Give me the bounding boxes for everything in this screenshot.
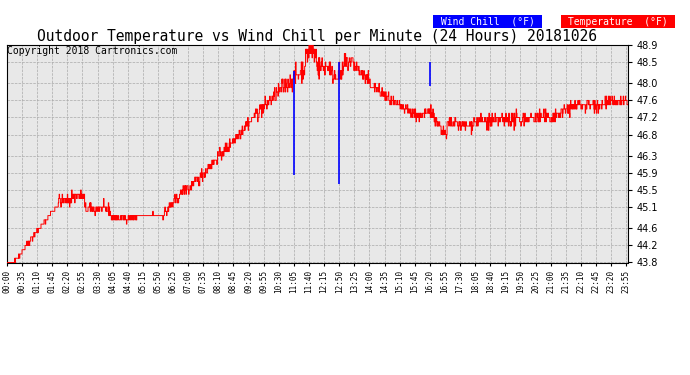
- Text: Temperature  (°F): Temperature (°F): [562, 17, 674, 27]
- Text: Copyright 2018 Cartronics.com: Copyright 2018 Cartronics.com: [7, 46, 177, 56]
- Title: Outdoor Temperature vs Wind Chill per Minute (24 Hours) 20181026: Outdoor Temperature vs Wind Chill per Mi…: [37, 29, 598, 44]
- Text: Wind Chill  (°F): Wind Chill (°F): [435, 17, 540, 27]
